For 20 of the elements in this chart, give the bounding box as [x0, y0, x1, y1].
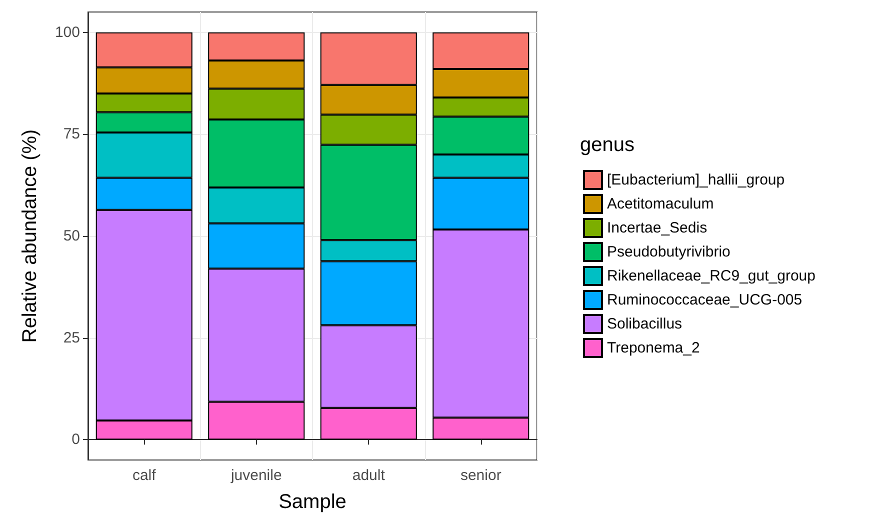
y-tick-label: 0 [72, 431, 80, 448]
x-tick-label: adult [352, 467, 386, 484]
x-tick-label: calf [132, 467, 157, 484]
x-tick-label: senior [460, 467, 502, 484]
legend-label: Incertae_Sedis [607, 220, 708, 236]
x-axis-title: Sample [278, 491, 346, 513]
y-tick-label: 100 [54, 24, 80, 41]
y-tick-label: 25 [63, 329, 80, 346]
y-tick-label: 75 [63, 126, 80, 143]
legend-label: Ruminococcaceae_UCG-005 [607, 292, 802, 308]
legend-label: Solibacillus [607, 316, 682, 332]
legend-label: [Eubacterium]_hallii_group [607, 172, 785, 188]
legend-label: Treponema_2 [607, 340, 700, 356]
legend-title: genus [580, 134, 634, 156]
y-tick-label: 50 [63, 228, 80, 244]
legend-label: Rikenellaceae_RC9_gut_group [607, 268, 816, 284]
legend-label: Pseudobutyrivibrio [607, 244, 730, 260]
y-axis-title: Relative abundance (%) [19, 129, 41, 343]
x-tick-label: juvenile [230, 467, 282, 484]
legend-label: Acetitomaculum [607, 196, 714, 212]
